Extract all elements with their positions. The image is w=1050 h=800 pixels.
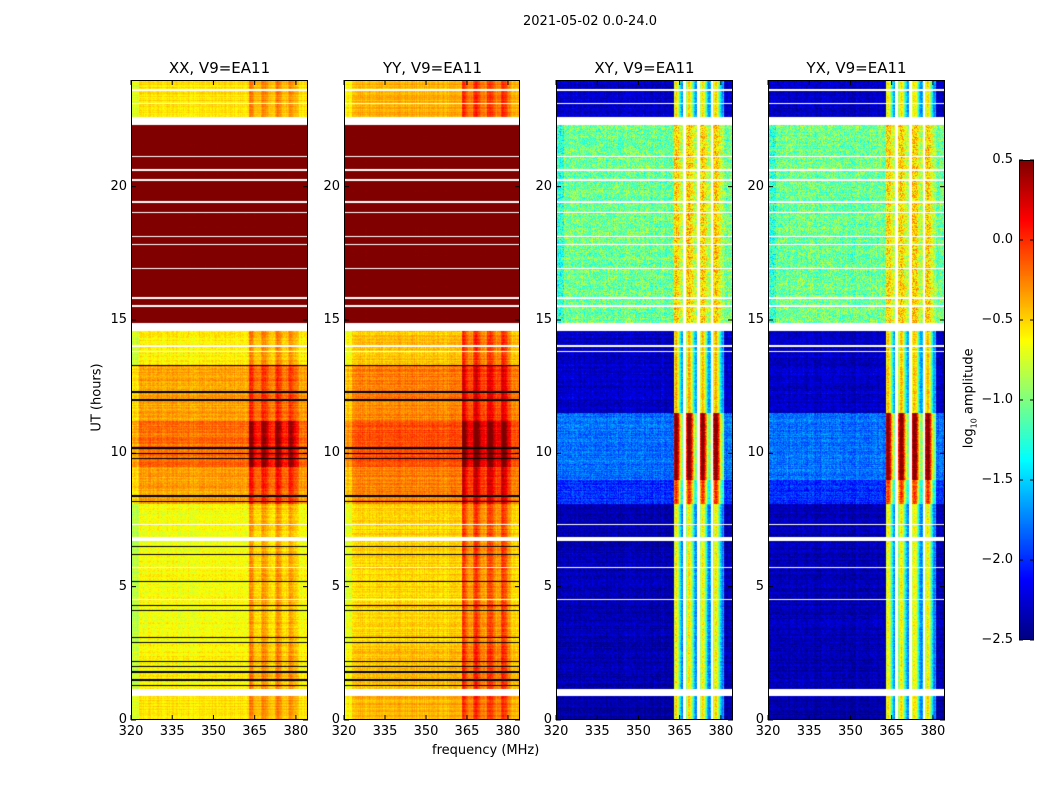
x-tick-label: 380 (495, 724, 521, 739)
x-tick-label: 320 (118, 724, 144, 739)
x-tick-label: 350 (413, 724, 439, 739)
colorbar-tick-label: −2.0 (981, 552, 1013, 567)
y-tick-label: 15 (535, 312, 552, 327)
colorbar-tick-label: −1.5 (981, 472, 1013, 487)
x-tick-label: 335 (372, 724, 398, 739)
y-tick-label: 10 (535, 445, 552, 461)
x-tick-label: 320 (755, 724, 781, 739)
colorbar (1019, 160, 1034, 640)
x-tick-label: 350 (201, 724, 226, 739)
x-tick-label: 380 (283, 724, 309, 739)
colorbar-tick-label: −1.0 (981, 392, 1013, 407)
y-tick-label: 20 (747, 178, 764, 194)
y-tick-label: 0 (331, 712, 340, 727)
figure-title: 2021-05-02 0.0-24.0 (523, 14, 657, 29)
colorbar-tick-label: 0.0 (992, 232, 1013, 247)
heatmap-yy (344, 80, 520, 720)
x-axis-label: frequency (MHz) (432, 743, 540, 758)
panel-title-xx: XX, V9=EA11 (168, 59, 271, 77)
panel-frame (131, 80, 308, 720)
x-tick-label: 350 (626, 724, 651, 739)
colorbar-tick-label: 0.5 (992, 152, 1013, 167)
y-tick-label: 15 (323, 312, 340, 327)
colorbar-label: log10 amplitude (961, 348, 979, 449)
y-tick-label: 20 (535, 178, 552, 194)
panel-title-yy: YY, V9=EA11 (382, 59, 483, 77)
y-tick-label: 5 (331, 578, 340, 594)
y-axis-label: UT (hours) (89, 363, 105, 432)
x-tick-label: 335 (159, 724, 185, 739)
colorbar-tick-label: −0.5 (981, 312, 1013, 327)
heatmap-xx (131, 80, 308, 720)
x-tick-label: 380 (708, 724, 734, 739)
panel-frame (556, 80, 733, 720)
y-tick-label: 5 (543, 578, 552, 594)
x-tick-label: 365 (879, 724, 905, 739)
panel-frame (344, 80, 520, 720)
y-tick-label: 5 (118, 578, 127, 594)
x-tick-label: 350 (838, 724, 863, 739)
y-tick-label: 5 (755, 578, 764, 594)
y-tick-label: 0 (118, 712, 127, 727)
y-tick-label: 20 (110, 178, 127, 194)
x-tick-label: 335 (584, 724, 610, 739)
heatmap-yx (768, 80, 945, 720)
panel-frame (768, 80, 945, 720)
y-tick-label: 0 (755, 712, 764, 727)
y-tick-label: 15 (747, 312, 764, 327)
heatmap-xy (556, 80, 733, 720)
x-tick-label: 365 (667, 724, 693, 739)
x-tick-label: 365 (242, 724, 268, 739)
x-tick-label: 365 (454, 724, 480, 739)
y-tick-label: 10 (747, 445, 764, 461)
x-tick-label: 380 (920, 724, 946, 739)
y-tick-label: 15 (110, 312, 127, 327)
colorbar-tick-label: −2.5 (981, 632, 1013, 647)
y-tick-label: 10 (110, 445, 127, 461)
panel-title-xy: XY, V9=EA11 (594, 59, 695, 77)
x-tick-label: 320 (331, 724, 357, 739)
y-tick-label: 10 (323, 445, 340, 461)
x-tick-label: 335 (796, 724, 822, 739)
panel-title-yx: YX, V9=EA11 (806, 59, 907, 77)
y-tick-label: 0 (543, 712, 552, 727)
x-tick-label: 320 (543, 724, 569, 739)
y-tick-label: 20 (323, 178, 340, 194)
